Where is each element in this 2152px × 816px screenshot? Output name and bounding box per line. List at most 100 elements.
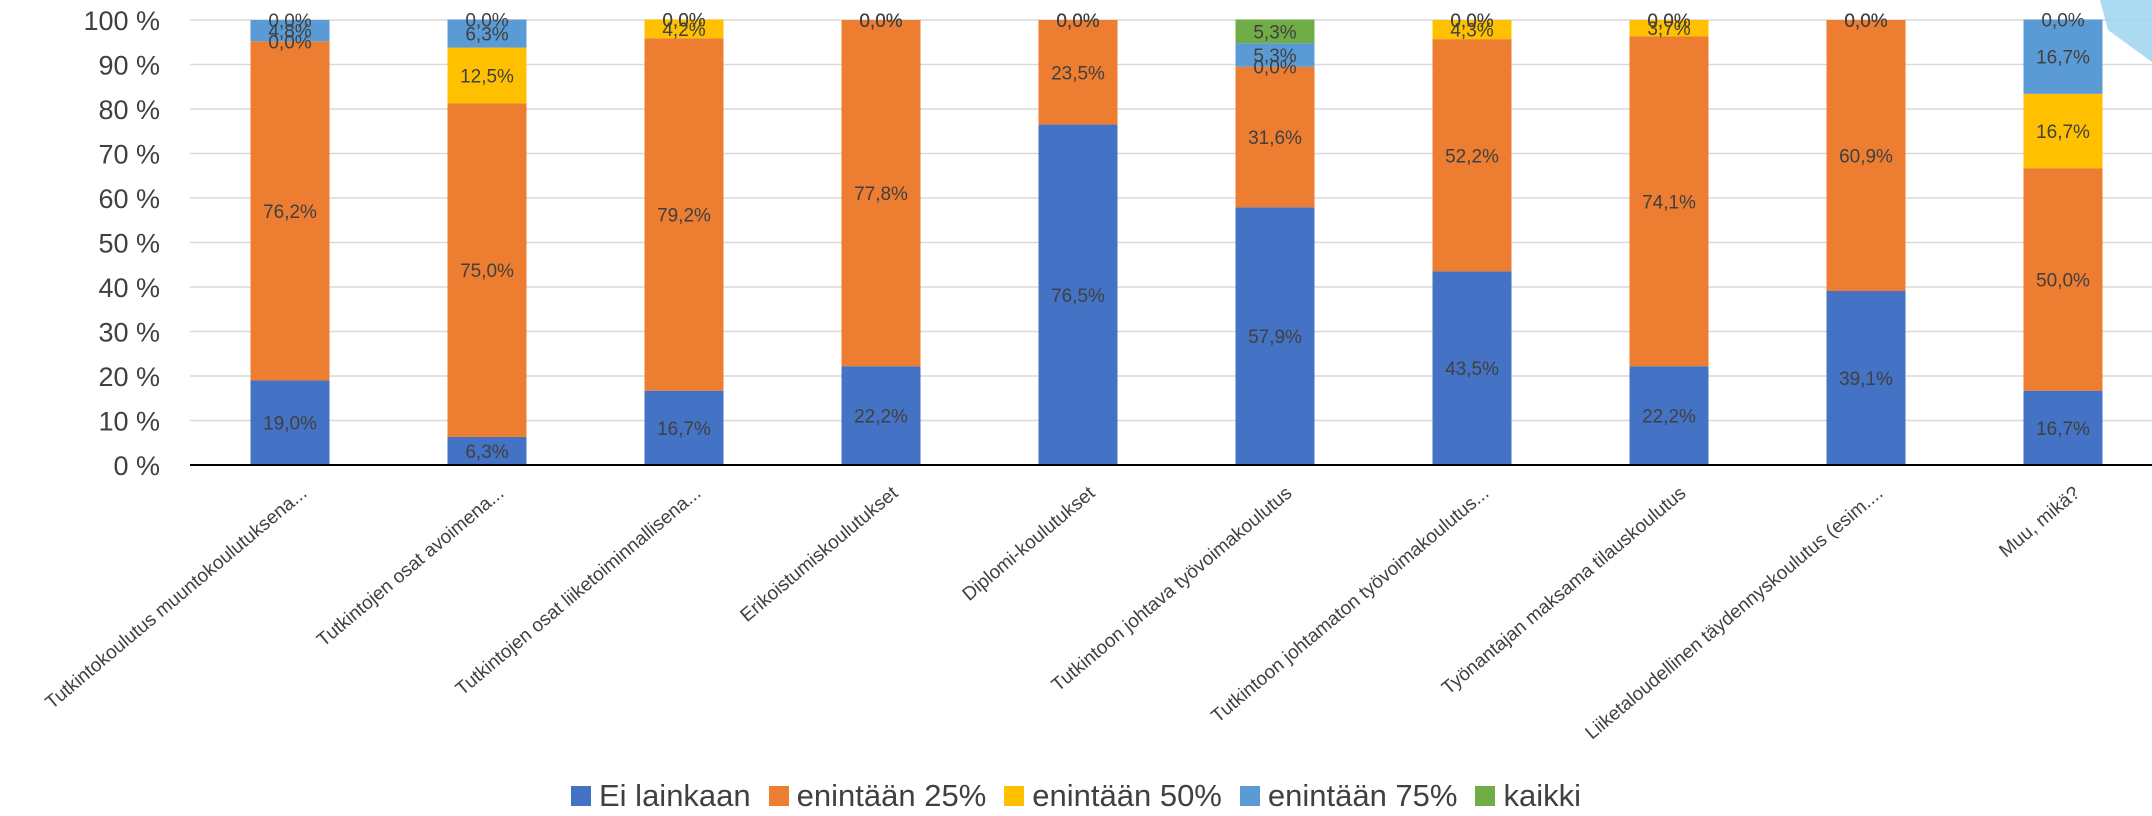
decorative-corner-shape: [2100, 0, 2152, 62]
data-label: 31,6%: [1248, 128, 1302, 149]
data-label: 16,7%: [2036, 419, 2090, 440]
x-tick-label: Työnantajan maksama tilauskoulutus: [1438, 483, 1690, 699]
bar-segment: [1235, 19, 1315, 44]
legend: Ei lainkaan enintään 25% enintään 50% en…: [0, 776, 2152, 816]
data-label: 0,0%: [1056, 11, 1099, 32]
data-label: 16,7%: [2036, 48, 2090, 69]
data-label: 79,2%: [657, 205, 711, 226]
bar-segment: [447, 47, 527, 104]
data-label: 0,0%: [2041, 11, 2084, 32]
x-tick-label: Tutkintoon johtava työvoimakoulutus: [1048, 483, 1296, 696]
y-tick-label: 30 %: [98, 318, 160, 348]
data-label: 0,0%: [268, 32, 311, 53]
data-label: 0,0%: [1844, 11, 1887, 32]
data-label: 0,0%: [1056, 11, 1099, 32]
bar-segment: [1235, 43, 1315, 67]
bar-segment: [1629, 366, 1709, 465]
legend-label: enintään 75%: [1267, 778, 1458, 813]
data-label: 52,2%: [1445, 146, 1499, 167]
bar-segment: [1235, 66, 1315, 208]
data-label: 76,2%: [263, 202, 317, 223]
data-label: 77,8%: [854, 184, 908, 205]
bar-segment: [841, 20, 921, 367]
legend-swatch: [768, 786, 789, 806]
bar-segment: [1826, 20, 1906, 292]
data-label: 19,0%: [263, 414, 317, 435]
x-tick-label: Tutkintojen osat liiketoiminnallisena...: [452, 483, 705, 700]
bars: [250, 19, 2103, 465]
data-label: 6,3%: [465, 25, 508, 46]
data-label: 0,0%: [859, 11, 902, 32]
data-label: 0,0%: [1647, 11, 1690, 32]
y-tick-label: 40 %: [98, 273, 160, 303]
data-label: 60,9%: [1839, 147, 1893, 168]
y-tick-label: 0 %: [113, 451, 160, 481]
data-label: 0,0%: [1844, 11, 1887, 32]
x-tick-label: Tutkintokoulutus muuntokoulutuksena...: [42, 483, 311, 714]
bar-segment: [644, 19, 724, 39]
data-label: 0,0%: [1056, 11, 1099, 32]
data-label: 43,5%: [1445, 359, 1499, 380]
bar-segment: [2023, 19, 2103, 94]
bar-segment: [1235, 207, 1315, 465]
legend-item-ei-lainkaan: Ei lainkaan: [571, 778, 751, 814]
legend-item-enintaan-75: enintään 75%: [1239, 778, 1458, 814]
data-label: 22,2%: [854, 407, 908, 428]
data-label: 23,5%: [1051, 63, 1105, 84]
data-label: 0,0%: [662, 11, 705, 32]
data-label: 22,2%: [1642, 407, 1696, 428]
data-label: 3,7%: [1647, 19, 1690, 40]
bar-segment: [644, 38, 724, 391]
bar-segment: [1432, 39, 1512, 272]
data-label: 4,3%: [1450, 21, 1493, 42]
bar-segment: [447, 103, 527, 437]
data-label: 0,0%: [1253, 58, 1296, 79]
data-label: 0,0%: [465, 11, 508, 32]
y-tick-label: 20 %: [98, 362, 160, 392]
bar-segment: [1038, 124, 1118, 465]
data-label: 12,5%: [460, 66, 514, 87]
data-label: 0,0%: [1450, 11, 1493, 32]
bar-segment: [644, 390, 724, 465]
legend-label: enintään 25%: [796, 778, 987, 813]
y-tick-label: 10 %: [98, 407, 160, 437]
y-tick-label: 70 %: [98, 140, 160, 170]
legend-swatch: [1004, 786, 1025, 806]
legend-item-enintaan-25: enintään 25%: [768, 778, 987, 814]
data-label: 39,1%: [1839, 369, 1893, 390]
bar-segment: [447, 19, 527, 48]
data-label: 50,0%: [2036, 270, 2090, 291]
data-label: 4,8%: [268, 22, 311, 43]
y-tick-label: 80 %: [98, 95, 160, 125]
bar-segment: [2023, 168, 2103, 391]
legend-item-kaikki: kaikki: [1475, 778, 1581, 814]
data-label: 5,3%: [1253, 22, 1296, 43]
data-label: 0,0%: [859, 11, 902, 32]
data-label: 0,0%: [268, 11, 311, 32]
data-label: 0,0%: [1450, 11, 1493, 32]
bar-segment: [841, 366, 921, 465]
bar-segment: [1629, 36, 1709, 367]
bar-segment: [1432, 20, 1512, 40]
legend-swatch: [571, 786, 591, 806]
bar-segment: [250, 41, 330, 381]
y-axis-ticks: 0 % 10 % 20 % 30 % 40 % 50 % 60 % 70 % 80 % 90 % 1…: [83, 6, 160, 481]
x-tick-label: Liiketaloudellinen täydennyskoulutus (es…: [1582, 483, 1888, 744]
data-label: 16,7%: [657, 419, 711, 440]
data-label: 76,5%: [1051, 286, 1105, 307]
data-label: 16,7%: [2036, 122, 2090, 143]
y-tick-label: 100 %: [83, 6, 160, 36]
bar-segment: [2023, 390, 2103, 465]
x-tick-label: Diplomi-koulutukset: [959, 482, 1100, 605]
data-label: 0,0%: [859, 11, 902, 32]
bar-segment: [250, 20, 330, 42]
legend-label: Ei lainkaan: [599, 778, 751, 813]
bar-segment: [1826, 291, 1906, 465]
bar-segment: [2023, 93, 2103, 169]
data-label: 4,2%: [662, 20, 705, 41]
legend-label: enintään 50%: [1032, 778, 1222, 813]
data-label: 0,0%: [1844, 11, 1887, 32]
data-labels: 19,0%76,2%0,0%4,8%0,0%6,3%75,0%12,5%6,3%…: [263, 11, 2090, 463]
legend-swatch: [1475, 786, 1496, 806]
